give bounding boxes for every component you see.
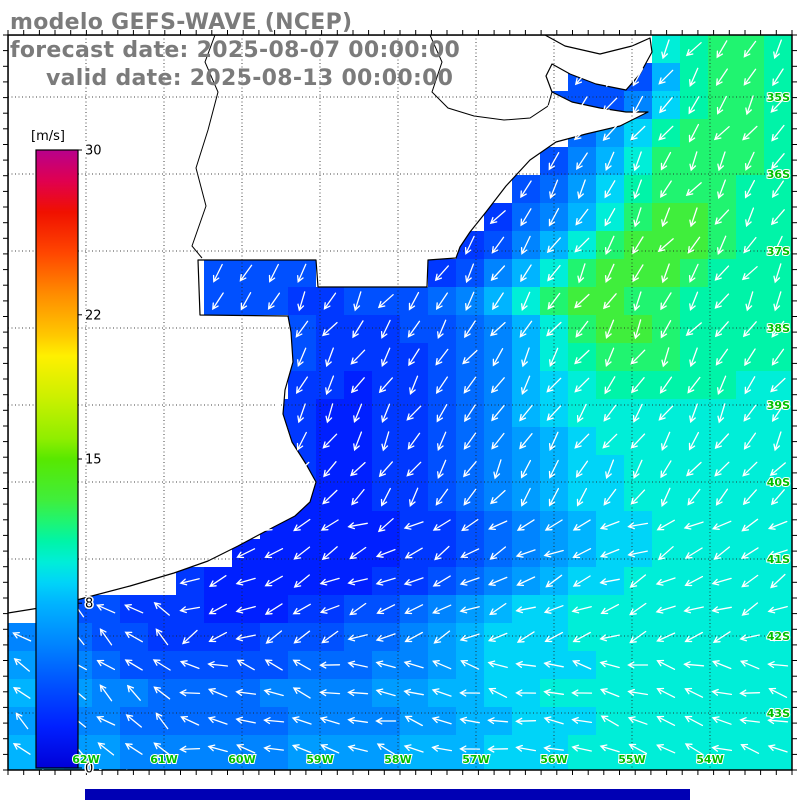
colorbar-tick-label: 0 <box>85 762 93 777</box>
longitude-label: 55W <box>618 753 645 766</box>
model-title: modelo GEFS-WAVE (NCEP) <box>10 10 353 35</box>
longitude-label: 60W <box>228 753 255 766</box>
bottom-bar <box>85 789 690 800</box>
colorbar-gradient <box>35 149 79 769</box>
forecast-date: forecast date: 2025-08-07 00:00:00 <box>10 38 461 63</box>
latitude-label: 41S <box>767 553 790 566</box>
latitude-label: 36S <box>767 168 790 181</box>
wind-arrows <box>12 39 789 770</box>
colorbar: 30 22 15 8 0 <box>35 142 103 778</box>
colorbar-tick-label: 15 <box>85 453 102 468</box>
colorbar-unit-label: [m/s] <box>31 129 65 144</box>
latitude-label: 38S <box>767 322 790 335</box>
latitude-label: 40S <box>767 476 790 489</box>
longitude-label: 54W <box>696 753 723 766</box>
latitude-label: 35S <box>767 91 790 104</box>
coastline <box>8 35 653 614</box>
longitude-label: 62W <box>72 753 99 766</box>
latitude-labels: 35S 36S 37S 38S 39S 40S 41S 42S 43S <box>766 90 791 721</box>
latitude-label: 42S <box>767 630 790 643</box>
latitude-label: 43S <box>767 707 790 720</box>
latitude-label: 37S <box>767 245 790 258</box>
latitude-label: 39S <box>767 399 790 412</box>
map-frame <box>3 30 797 775</box>
longitude-label: 59W <box>306 753 333 766</box>
colorbar-tick-label: 22 <box>85 308 102 323</box>
longitude-label: 56W <box>540 753 567 766</box>
longitude-label: 58W <box>384 753 411 766</box>
country-borders <box>191 35 553 259</box>
grid-lines <box>8 35 792 770</box>
colorbar-tick-label: 8 <box>85 597 93 612</box>
longitude-label: 57W <box>462 753 489 766</box>
longitude-label: 61W <box>150 753 177 766</box>
longitude-labels: 62W 61W 60W 59W 58W 57W 56W 55W 54W <box>71 752 724 767</box>
colorbar-tick-label: 30 <box>85 144 102 159</box>
valid-date: valid date: 2025-08-13 00:00:00 <box>46 66 454 91</box>
